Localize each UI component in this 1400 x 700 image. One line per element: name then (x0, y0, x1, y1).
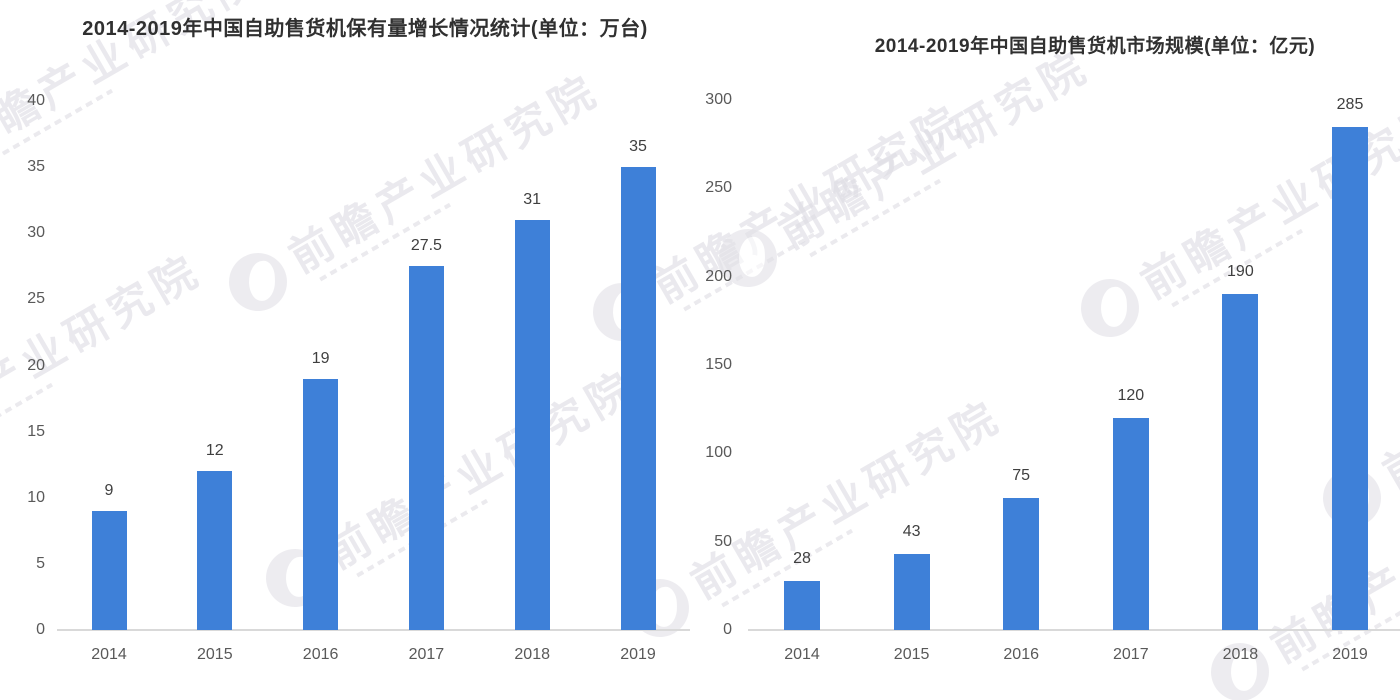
x-axis-category-label: 2019 (1332, 646, 1368, 663)
x-axis-category-label: 2017 (408, 646, 445, 663)
bar-value-label: 31 (523, 191, 542, 209)
bar-2018 (514, 220, 550, 630)
x-axis-category-label: 2014 (91, 646, 127, 663)
y-axis-tick-label: 5 (36, 554, 45, 572)
y-axis-tick-label: 200 (705, 267, 732, 285)
bar-2016 (1003, 497, 1040, 630)
chart-title-ownership: 2014-2019年中国自助售货机保有量增长情况统计(单位：万台) (82, 18, 648, 40)
x-axis-line (57, 629, 690, 631)
x-axis-category-label: 2019 (620, 646, 656, 663)
bar-value-label: 285 (1336, 95, 1364, 113)
y-axis-tick-label: 100 (705, 444, 732, 462)
x-axis-line (748, 629, 1400, 631)
bar-value-label: 35 (629, 138, 647, 156)
y-axis-tick-label: 35 (27, 158, 45, 176)
bar-2017 (408, 266, 444, 630)
bar-value-label: 28 (793, 549, 811, 567)
bar-2014 (784, 580, 820, 630)
y-axis-tick-label: 20 (27, 356, 45, 374)
bar-2017 (1112, 418, 1149, 630)
bar-value-label: 27.5 (410, 237, 442, 255)
bar-2016 (303, 378, 339, 630)
x-axis-category-label: 2016 (302, 646, 339, 663)
y-axis-tick-label: 0 (723, 621, 732, 638)
x-axis-category-label: 2016 (1003, 646, 1039, 663)
y-axis-tick-label: 40 (27, 92, 45, 109)
bar-value-label: 19 (311, 349, 330, 367)
bar-2014 (91, 510, 127, 630)
y-axis-tick-label: 150 (705, 356, 732, 373)
x-axis-category-label: 2014 (784, 646, 820, 663)
y-axis-tick-label: 30 (27, 224, 45, 242)
ownership-growth-chart: 2014-2019年中国自助售货机保有量增长情况统计(单位：万台) 0 5 10 15… (27, 18, 690, 663)
y-axis-tick-label: 300 (705, 91, 732, 108)
bar-value-label: 75 (1012, 466, 1031, 484)
y-axis-tick-label: 0 (36, 621, 45, 638)
bar-value-label: 190 (1227, 263, 1254, 281)
bar-2015 (197, 471, 233, 630)
x-axis-category-label: 2015 (197, 646, 233, 663)
bar-value-label: 12 (205, 442, 224, 460)
bar-value-label: 43 (902, 523, 921, 541)
x-axis-category-label: 2017 (1113, 646, 1149, 663)
bar-2019 (1332, 126, 1368, 630)
bar-value-label: 9 (104, 481, 114, 499)
y-axis-tick-label: 25 (27, 290, 45, 308)
x-axis-category-label: 2018 (1222, 646, 1259, 663)
bar-2015 (893, 554, 930, 630)
y-axis-tick-label: 15 (27, 422, 45, 440)
bar-value-label: 120 (1117, 387, 1145, 404)
x-axis-category-label: 2018 (514, 646, 550, 663)
y-axis-tick-label: 250 (705, 179, 732, 197)
chart-title-market-size: 2014-2019年中国自助售货机市场规模(单位：亿元) (874, 36, 1316, 57)
x-axis-category-label: 2015 (893, 646, 930, 663)
y-axis-tick-label: 10 (27, 488, 45, 506)
y-axis-tick-label: 50 (714, 532, 732, 550)
bar-2018 (1222, 294, 1259, 630)
market-size-chart: 2014-2019年中国自助售货机市场规模(单位：亿元) 0 50 100 150 20… (700, 0, 1400, 700)
bar-2019 (620, 167, 656, 630)
